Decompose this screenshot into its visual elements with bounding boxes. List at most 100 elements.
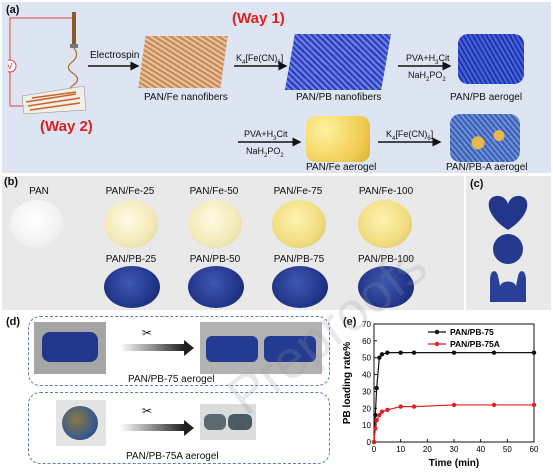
sample-label-pan-pb-25: PAN/PB-25 xyxy=(105,254,157,265)
data-point xyxy=(377,412,382,418)
data-point xyxy=(385,407,390,413)
data-point xyxy=(398,350,403,355)
sample-disk-pan-fe-75 xyxy=(272,200,326,248)
sample-label-pan-fe-50: PAN/Fe-50 xyxy=(189,186,239,197)
pan-fe-aerogel-cylinder xyxy=(306,116,370,162)
x-tick-label: 60 xyxy=(530,445,539,454)
x-tick-label: 20 xyxy=(423,445,432,454)
data-point xyxy=(451,350,457,355)
data-point xyxy=(491,350,497,355)
nah2po2-label-1: NaH2PO2 xyxy=(408,70,446,83)
legend-label-1: PAN/PB-75 xyxy=(450,327,494,337)
electrospin-label: Electrospin xyxy=(90,50,140,61)
round-aerogel xyxy=(493,234,523,264)
pan-pb-aerogel-label: PAN/PB aerogel xyxy=(450,92,523,103)
data-point xyxy=(411,404,417,409)
cut-arrowhead-2 xyxy=(184,420,194,436)
scissors-icon-1: ✂ xyxy=(142,326,153,340)
series-line-2 xyxy=(373,404,534,443)
sample-disk-pan-fe-50 xyxy=(188,200,242,248)
sample-disk-pan xyxy=(10,200,64,248)
x-axis-label: Time (min) xyxy=(429,458,479,469)
data-point xyxy=(373,412,378,418)
y-tick-label: 10 xyxy=(362,421,371,430)
scissors-icon-2: ✂ xyxy=(142,404,153,418)
pan-pb-aerogel-cylinder xyxy=(458,34,524,84)
data-point xyxy=(398,404,403,409)
y-tick-label: 50 xyxy=(362,354,371,363)
legend-label-2: PAN/PB-75A xyxy=(450,339,500,349)
data-point xyxy=(374,385,379,391)
panel-d-label: (d) xyxy=(6,316,21,328)
sample-disk-pan-fe-25 xyxy=(104,200,158,248)
pva-label-2: PVA+H3Cit xyxy=(244,129,288,142)
x-tick-label: 40 xyxy=(476,445,485,454)
loading-rate-chart: 0 10 20 30 40 50 60 70 0 10 20 30 40 50 60 Time (min) PB… xyxy=(342,320,539,469)
y-tick-label: 70 xyxy=(362,320,371,329)
caption-pan-pb-75a-aerogel: PAN/PB-75A aerogel xyxy=(126,451,219,462)
data-point xyxy=(373,426,378,431)
data-point xyxy=(531,350,537,355)
panel-c-label: (c) xyxy=(470,178,484,190)
y-axis-label: PB loading rate% xyxy=(342,342,353,424)
pan-pb-a-aerogel-label: PAN/PB-A aerogel xyxy=(446,162,528,173)
photo-cut-pan-pb-75a xyxy=(200,404,256,440)
x-tick-label: 30 xyxy=(450,445,459,454)
x-tick-label: 10 xyxy=(396,445,405,454)
sample-label-pan-fe-100: PAN/Fe-100 xyxy=(358,186,414,197)
legend-marker-2 xyxy=(434,341,440,347)
flow-arrows xyxy=(88,61,452,147)
data-point xyxy=(451,402,457,408)
panel-a-label: (a) xyxy=(6,4,20,16)
data-point xyxy=(491,402,497,408)
legend-marker-1 xyxy=(434,329,440,335)
sample-disk-pan-pb-75 xyxy=(272,266,328,308)
panel-b-label: (b) xyxy=(4,176,19,188)
pan-pb-a-aerogel-cylinder xyxy=(450,114,520,162)
sample-disk-pan-pb-50 xyxy=(188,266,244,308)
rabbit-shaped-aerogel xyxy=(490,271,526,302)
voltage-symbol: V xyxy=(8,62,13,71)
caption-pan-pb-75-aerogel: PAN/PB-75 aerogel xyxy=(128,374,215,385)
sample-label-pan-fe-25: PAN/Fe-25 xyxy=(105,186,155,197)
pva-label-1: PVA+H3Cit xyxy=(406,53,450,66)
sample-disk-pan-fe-100 xyxy=(358,200,412,248)
way1-label: (Way 1) xyxy=(232,10,285,27)
x-tick-label: 50 xyxy=(503,445,512,454)
nah2po2-label-2: NaH2PO2 xyxy=(246,146,284,159)
y-tick-label: 40 xyxy=(362,371,371,380)
y-tick-label: 20 xyxy=(362,404,371,413)
sample-disk-pan-pb-25 xyxy=(104,266,160,308)
data-point xyxy=(371,439,377,445)
data-point xyxy=(379,352,385,357)
sample-label-pan-fe-75: PAN/Fe-75 xyxy=(273,186,323,197)
sample-label-pan-pb-50: PAN/PB-50 xyxy=(189,254,241,265)
heart-shaped-aerogel xyxy=(488,195,528,230)
pan-fe-nanofibers-label: PAN/Fe nanofibers xyxy=(144,92,228,103)
panel-d-box-1 xyxy=(28,316,330,386)
pan-pb-nanofibers-label: PAN/PB nanofibers xyxy=(296,92,382,103)
data-point xyxy=(531,402,537,408)
sample-label-pan-pb-75: PAN/PB-75 xyxy=(273,254,325,265)
sample-disk-pan-pb-100 xyxy=(358,266,414,308)
way2-label: (Way 2) xyxy=(40,118,93,135)
panel-d-box-2 xyxy=(28,392,330,464)
pan-fe-nanofiber-mat xyxy=(138,36,228,88)
y-tick-label: 0 xyxy=(367,438,372,447)
pan-pb-nanofiber-mat xyxy=(285,34,391,90)
data-point xyxy=(411,350,417,355)
pan-fe-aerogel-label: PAN/Fe aerogel xyxy=(306,162,377,173)
y-tick-label: 30 xyxy=(362,387,371,396)
cut-arrowhead-1 xyxy=(184,340,194,356)
sample-label-pan-pb-100: PAN/PB-100 xyxy=(358,254,414,265)
k4-label-2: K4[Fe(CN)6] xyxy=(386,129,434,142)
electrospin-apparatus: V xyxy=(8,12,87,115)
panel-e-label: (e) xyxy=(343,316,357,328)
shaped-aerogels xyxy=(488,195,528,302)
k4-label-1: K4[Fe(CN)6] xyxy=(236,53,284,66)
data-point xyxy=(385,350,390,355)
data-point xyxy=(377,355,382,360)
data-point xyxy=(379,409,385,414)
y-tick-label: 60 xyxy=(362,337,371,346)
sample-label-pan: PAN xyxy=(29,186,49,197)
